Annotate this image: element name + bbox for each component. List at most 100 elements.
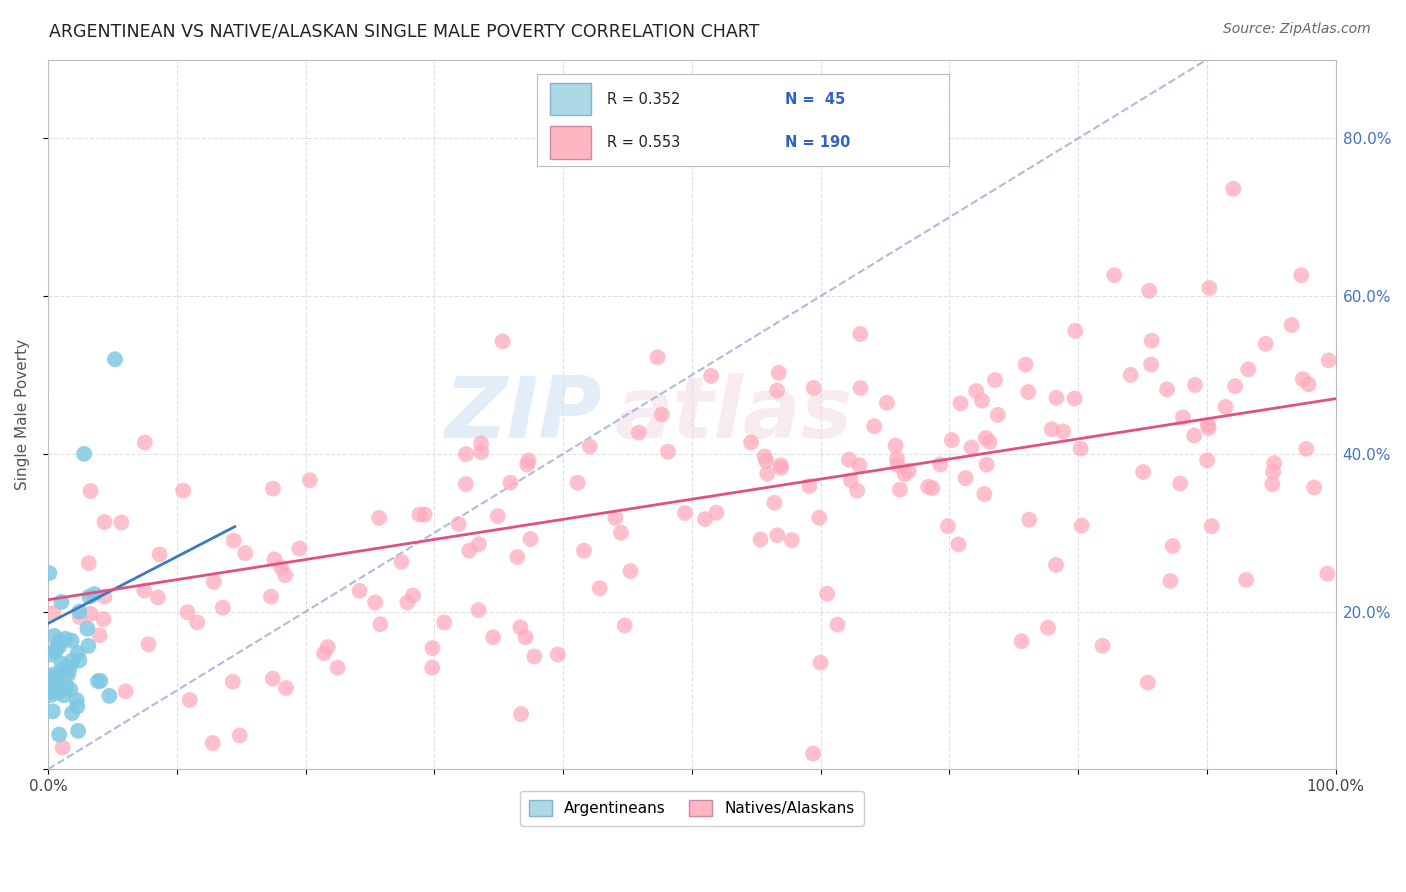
Point bbox=[1198, 281, 1220, 295]
Point bbox=[66, 699, 89, 714]
Point bbox=[420, 660, 443, 674]
Point bbox=[274, 681, 297, 695]
Point bbox=[53, 661, 76, 675]
Point bbox=[740, 435, 762, 450]
Point bbox=[67, 605, 90, 619]
Point bbox=[516, 458, 538, 472]
Point bbox=[1295, 442, 1317, 456]
Point bbox=[51, 657, 73, 671]
Point bbox=[605, 511, 627, 525]
Point bbox=[59, 682, 82, 697]
Point bbox=[974, 431, 997, 445]
Text: Source: ZipAtlas.com: Source: ZipAtlas.com bbox=[1223, 22, 1371, 37]
Point bbox=[567, 475, 589, 490]
Point bbox=[422, 641, 444, 656]
Point bbox=[965, 384, 987, 398]
Point bbox=[114, 684, 136, 698]
Point bbox=[1168, 476, 1191, 491]
Point bbox=[849, 326, 872, 341]
Point bbox=[89, 628, 111, 642]
Point bbox=[38, 685, 60, 699]
Point bbox=[886, 451, 908, 466]
Point bbox=[370, 617, 392, 632]
Point bbox=[948, 537, 970, 551]
Point bbox=[763, 496, 786, 510]
Point bbox=[45, 640, 67, 654]
Point bbox=[186, 615, 208, 630]
Point bbox=[134, 435, 156, 450]
Point bbox=[766, 528, 789, 542]
Point bbox=[808, 510, 831, 524]
Point bbox=[848, 458, 870, 473]
Point bbox=[55, 666, 77, 681]
Point bbox=[578, 439, 600, 453]
Point bbox=[1045, 391, 1067, 405]
Point bbox=[970, 393, 993, 408]
Point bbox=[45, 681, 67, 695]
Text: ARGENTINEAN VS NATIVE/ALASKAN SINGLE MALE POVERTY CORRELATION CHART: ARGENTINEAN VS NATIVE/ALASKAN SINGLE MAL… bbox=[49, 22, 759, 40]
Point bbox=[886, 458, 908, 472]
Point bbox=[447, 517, 470, 532]
Point bbox=[506, 549, 529, 564]
Point bbox=[1263, 465, 1285, 479]
Point bbox=[55, 679, 77, 693]
Point bbox=[803, 381, 825, 395]
Point bbox=[1316, 566, 1339, 581]
Point bbox=[1254, 337, 1277, 351]
Point bbox=[1215, 400, 1237, 414]
Point bbox=[73, 447, 96, 461]
Point bbox=[148, 548, 170, 562]
Point bbox=[1014, 358, 1036, 372]
Point bbox=[467, 603, 489, 617]
Point bbox=[1132, 465, 1154, 479]
Point bbox=[60, 706, 83, 720]
Point bbox=[41, 648, 63, 662]
Point bbox=[110, 516, 132, 530]
Point bbox=[93, 590, 115, 604]
Point bbox=[917, 480, 939, 494]
Point bbox=[48, 640, 70, 654]
Point bbox=[89, 673, 111, 688]
Point bbox=[79, 607, 101, 621]
Point bbox=[138, 637, 160, 651]
Point bbox=[146, 591, 169, 605]
Point bbox=[838, 452, 860, 467]
Point bbox=[693, 512, 716, 526]
Point bbox=[519, 532, 541, 546]
Point bbox=[657, 444, 679, 458]
Point bbox=[884, 439, 907, 453]
Point bbox=[48, 634, 70, 648]
Point bbox=[402, 589, 425, 603]
Point bbox=[263, 552, 285, 566]
Point bbox=[547, 648, 569, 662]
Point bbox=[984, 373, 1007, 387]
Point bbox=[316, 640, 339, 654]
Point bbox=[755, 454, 778, 468]
Point bbox=[202, 574, 225, 589]
Point bbox=[894, 467, 917, 482]
Point bbox=[1102, 268, 1125, 282]
Point bbox=[1140, 358, 1163, 372]
Point bbox=[1161, 539, 1184, 553]
Point bbox=[314, 646, 336, 660]
Point bbox=[1261, 477, 1284, 491]
Point bbox=[801, 747, 824, 761]
Point bbox=[77, 639, 100, 653]
Point bbox=[58, 667, 80, 681]
Point bbox=[889, 483, 911, 497]
Point bbox=[38, 566, 60, 580]
Point bbox=[766, 384, 789, 398]
Text: ZIP: ZIP bbox=[444, 373, 602, 456]
Point bbox=[1017, 385, 1039, 400]
Point bbox=[610, 525, 633, 540]
Point bbox=[979, 435, 1001, 450]
Point bbox=[38, 673, 60, 688]
Point bbox=[987, 408, 1010, 422]
Point bbox=[468, 537, 491, 551]
Legend: Argentineans, Natives/Alaskans: Argentineans, Natives/Alaskans bbox=[520, 791, 863, 825]
Point bbox=[619, 564, 641, 578]
Point bbox=[1063, 392, 1085, 406]
Point bbox=[1070, 518, 1092, 533]
Point bbox=[55, 632, 77, 646]
Point bbox=[262, 672, 284, 686]
